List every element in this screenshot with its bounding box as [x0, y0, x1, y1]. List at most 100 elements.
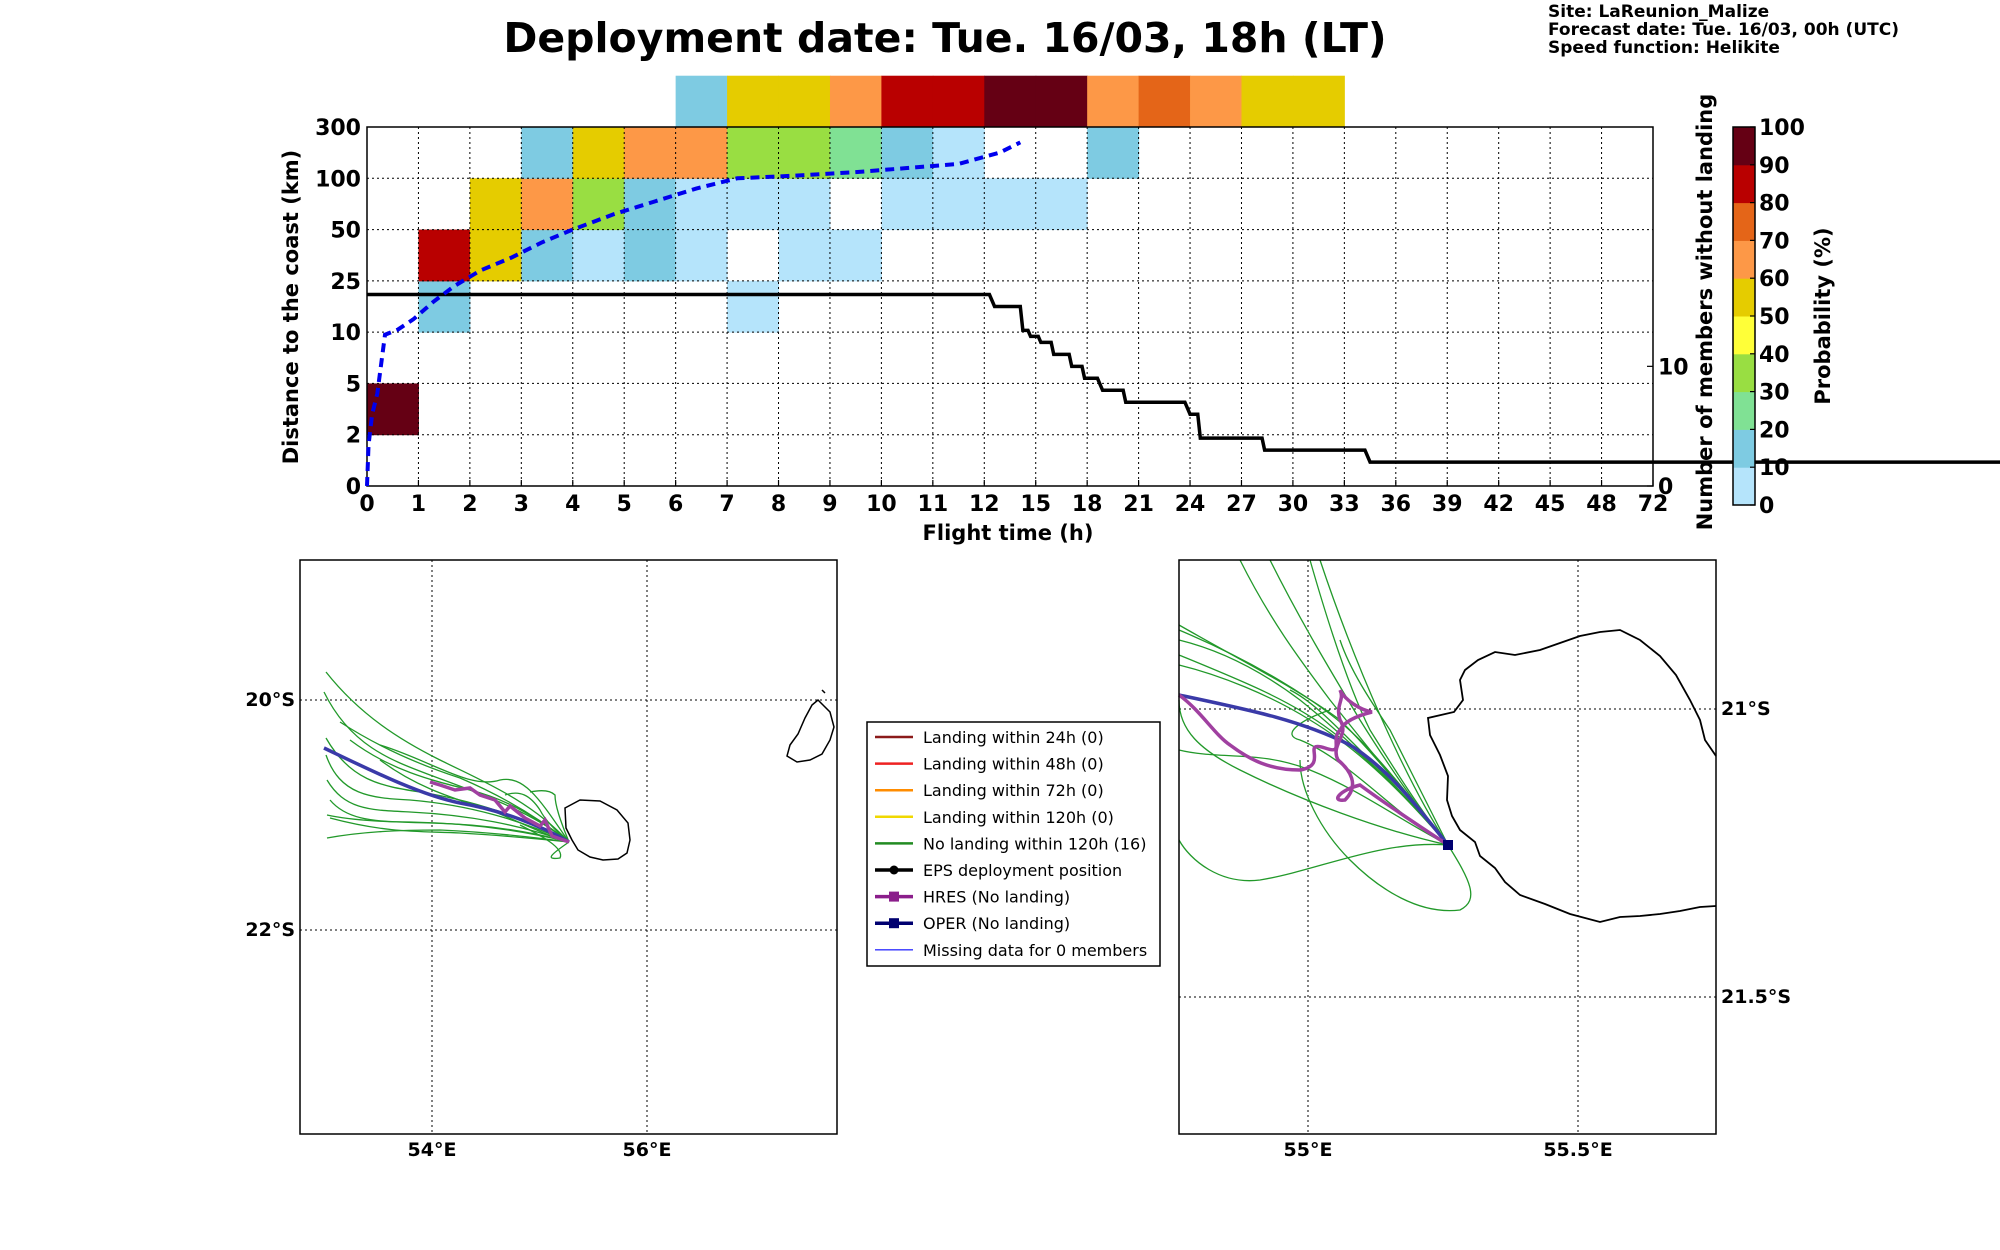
heatmap-x-tick-label: 3: [514, 492, 529, 517]
heatmap-cell: [881, 75, 934, 128]
colorbar-swatch: [1733, 127, 1755, 166]
heatmap-y-tick-label: 300: [315, 116, 361, 141]
heatmap-cell: [521, 127, 574, 179]
map-right-trajectories: [1178, 559, 1472, 912]
legend-label: OPER (No landing): [923, 914, 1070, 933]
heatmap-x-tick-label: 10: [866, 492, 897, 517]
heatmap-frame: [366, 126, 1654, 487]
colorbar-tick-label: 80: [1759, 192, 1790, 217]
heatmap-cell: [1292, 75, 1345, 128]
map-left-lon-tick: 56°E: [623, 1139, 672, 1161]
heatmap-cell: [675, 127, 728, 179]
heatmap-right-ticks: 0 10: [1647, 355, 1689, 500]
heatmap-x-tick-label: 11: [918, 492, 949, 517]
map-left-frame: [299, 559, 838, 1135]
heatmap-x-tick-label: 45: [1535, 492, 1566, 517]
heatmap-x-tick-label: 24: [1175, 492, 1206, 517]
heatmap-cell: [778, 229, 831, 282]
legend-item: HRES (No landing): [875, 888, 1070, 907]
heatmap-x-ticks: 0 1 2 3 4 5 6 7 8 9 10 11 12 15 18 21 24 27 30 33 36 39 42 45 48…: [359, 480, 1668, 517]
legend-label: Landing within 48h (0): [923, 755, 1104, 774]
colorbar-cells: [1733, 127, 1755, 506]
map-left-lon-tick: 54°E: [408, 1139, 457, 1161]
map-right: 21°S 21.5°S 55°E 55.5°E: [1177, 559, 1791, 1161]
legend-label: Missing data for 0 members: [923, 941, 1147, 960]
legend-marker: [889, 865, 899, 875]
colorbar-tick-label: 20: [1759, 418, 1790, 443]
heatmap-x-tick-label: 39: [1432, 492, 1463, 517]
heatmap-cell: [572, 127, 625, 179]
heatmap-cell: [881, 178, 934, 231]
mauritius-coastline: [786, 689, 835, 763]
legend-item: EPS deployment position: [875, 861, 1122, 880]
speed-function-label: Speed function: Helikite: [1548, 38, 1780, 58]
legend-item: OPER (No landing): [875, 914, 1070, 933]
heatmap-x-tick-label: 27: [1226, 492, 1257, 517]
map-right-lat-tick: 21°S: [1721, 698, 1771, 720]
heatmap-x-tick-label: 5: [617, 492, 632, 517]
heatmap-x-tick-label: 30: [1278, 492, 1309, 517]
colorbar-tick-label: 40: [1759, 343, 1790, 368]
heatmap-cell: [675, 75, 728, 128]
legend-item: Missing data for 0 members: [875, 941, 1147, 960]
heatmap-right-tick-label: 0: [1658, 475, 1673, 500]
colorbar-tick-label: 10: [1759, 456, 1790, 481]
heatmap-x-tick-label: 7: [719, 492, 734, 517]
colorbar-tick-label: 70: [1759, 229, 1790, 254]
colorbar-swatch: [1733, 353, 1755, 393]
heatmap-x-tick-label: 2: [462, 492, 477, 517]
heatmap-cell: [778, 178, 831, 231]
colorbar-swatch: [1733, 316, 1755, 355]
map-left: 20°S 22°S 54°E 56°E: [245, 559, 838, 1161]
heatmap-x-tick-label: 48: [1586, 492, 1617, 517]
heatmap-x-tick-label: 33: [1329, 492, 1360, 517]
heatmap-cell: [469, 178, 522, 231]
heatmap-x-tick-label: 8: [771, 492, 786, 517]
heatmap-cell: [1087, 127, 1140, 179]
heatmap-cell: [1035, 178, 1088, 231]
legend-label: Landing within 120h (0): [923, 808, 1114, 827]
heatmap-cell: [521, 178, 574, 231]
heatmap-cell: [727, 178, 780, 231]
colorbar-tick-label: 100: [1759, 116, 1805, 141]
heatmap-chart: 0 1 2 3 4 5 6 7 8 9 10 11 12 15 18 21 24 27 30 33 36 39 42 45 48…: [279, 75, 2000, 545]
heatmap-cell: [727, 280, 780, 333]
members-without-landing-line: [367, 292, 2000, 464]
colorbar-swatch: [1733, 240, 1755, 279]
map-right-lon-tick: 55.5°E: [1543, 1139, 1612, 1161]
colorbar-ticks: 0 10 20 30 40 50 60 70 80 90 100: [1750, 116, 1805, 519]
heatmap-x-label: Flight time (h): [923, 521, 1094, 545]
heatmap-cell: [829, 229, 882, 282]
legend-item: No landing within 120h (16): [875, 834, 1146, 853]
page-title: Deployment date: Tue. 16/03, 18h (LT): [503, 14, 1387, 62]
map-left-hres-track: [429, 780, 570, 844]
map-right-lat-tick: 21.5°S: [1721, 986, 1791, 1008]
map-right-lon-tick: 55°E: [1284, 1139, 1333, 1161]
heatmap-x-tick-label: 9: [822, 492, 837, 517]
heatmap-y-tick-label: 100: [315, 167, 361, 192]
heatmap-cell: [727, 127, 780, 179]
heatmap-cell: [675, 178, 728, 231]
heatmap-right-label: Number of members without landing: [1693, 94, 1717, 531]
heatmap-cell: [932, 178, 985, 231]
colorbar-swatch: [1733, 429, 1755, 468]
heatmap-cell: [572, 178, 625, 231]
heatmap-y-tick-label: 5: [346, 372, 361, 397]
legend: Landing within 24h (0) Landing within 48h…: [866, 721, 1161, 967]
site-label: Site: LaReunion_Malize: [1548, 2, 1770, 22]
legend-label: No landing within 120h (16): [923, 834, 1146, 853]
heatmap-x-tick-label: 15: [1020, 492, 1051, 517]
heatmap-y-tick-label: 25: [330, 270, 361, 295]
legend-item: Landing within 120h (0): [875, 808, 1114, 827]
map-right-coastline: [1427, 629, 1717, 923]
heatmap-y-tick-label: 0: [346, 475, 361, 500]
heatmap-x-tick-label: 4: [565, 492, 580, 517]
heatmap-x-tick-label: 6: [668, 492, 683, 517]
heatmap-cell: [675, 229, 728, 282]
legend-marker: [889, 891, 899, 902]
map-right-frame: [1178, 559, 1717, 1135]
heatmap-cell: [932, 127, 985, 179]
heatmap-x-tick-label: 1: [411, 492, 426, 517]
heatmap-x-tick-label: 42: [1483, 492, 1514, 517]
